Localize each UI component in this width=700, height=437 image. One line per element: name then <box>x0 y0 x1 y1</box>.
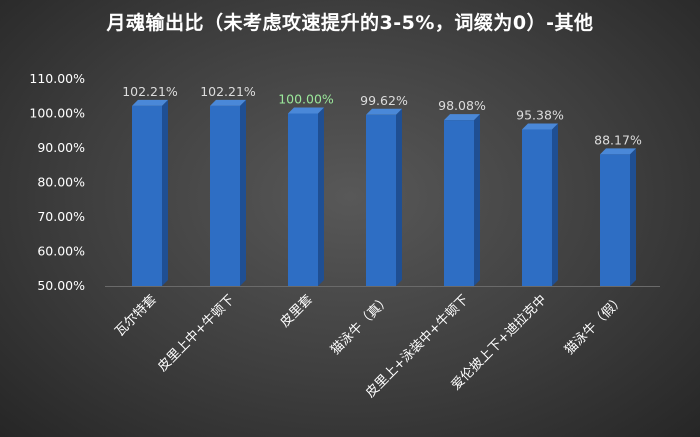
y-tick-label: 110.00% <box>29 71 85 86</box>
bar-top <box>210 99 246 106</box>
x-tick-label: 瓦尔特套 <box>112 292 160 340</box>
data-label: 99.62% <box>360 93 408 108</box>
bar-side <box>630 148 636 286</box>
x-tick-label: 皮里套 <box>277 292 316 331</box>
data-label: 88.17% <box>594 132 642 147</box>
data-label: 98.08% <box>438 98 486 113</box>
bar-side <box>552 123 558 287</box>
y-tick-label: 90.00% <box>37 140 85 155</box>
bar-top <box>132 99 168 106</box>
bar <box>132 105 162 286</box>
bar-side <box>396 108 402 286</box>
bar <box>600 154 630 286</box>
bar <box>210 105 240 286</box>
y-tick-label: 100.00% <box>29 106 85 121</box>
chart-title: 月魂输出比（未考虑攻速提升的3-5%，词缀为0）-其他 <box>106 12 594 34</box>
data-label: 102.21% <box>200 84 256 99</box>
y-tick-label: 60.00% <box>37 244 85 259</box>
bar-side <box>318 107 324 286</box>
bar-side <box>162 99 168 286</box>
data-label: 102.21% <box>122 84 178 99</box>
y-tick-label: 50.00% <box>37 278 85 293</box>
bar <box>288 113 318 286</box>
bar-side <box>474 114 480 287</box>
x-tick-label: 猫泳牛（假） <box>562 292 628 358</box>
y-tick-label: 70.00% <box>37 209 85 224</box>
bar-top <box>366 108 402 115</box>
data-label: 100.00% <box>278 92 334 107</box>
bar <box>522 129 552 286</box>
bar-top <box>444 114 480 121</box>
data-label: 95.38% <box>516 107 564 122</box>
x-tick-label: 皮里上中+牛顿下 <box>155 292 238 375</box>
bar <box>366 114 396 286</box>
bar <box>444 120 474 287</box>
x-tick-label: 猫泳牛（真） <box>328 292 394 358</box>
bar-top <box>288 107 324 114</box>
bar-top <box>600 148 636 155</box>
bar-top <box>522 123 558 130</box>
bar-side <box>240 99 246 286</box>
y-tick-label: 80.00% <box>37 175 85 190</box>
